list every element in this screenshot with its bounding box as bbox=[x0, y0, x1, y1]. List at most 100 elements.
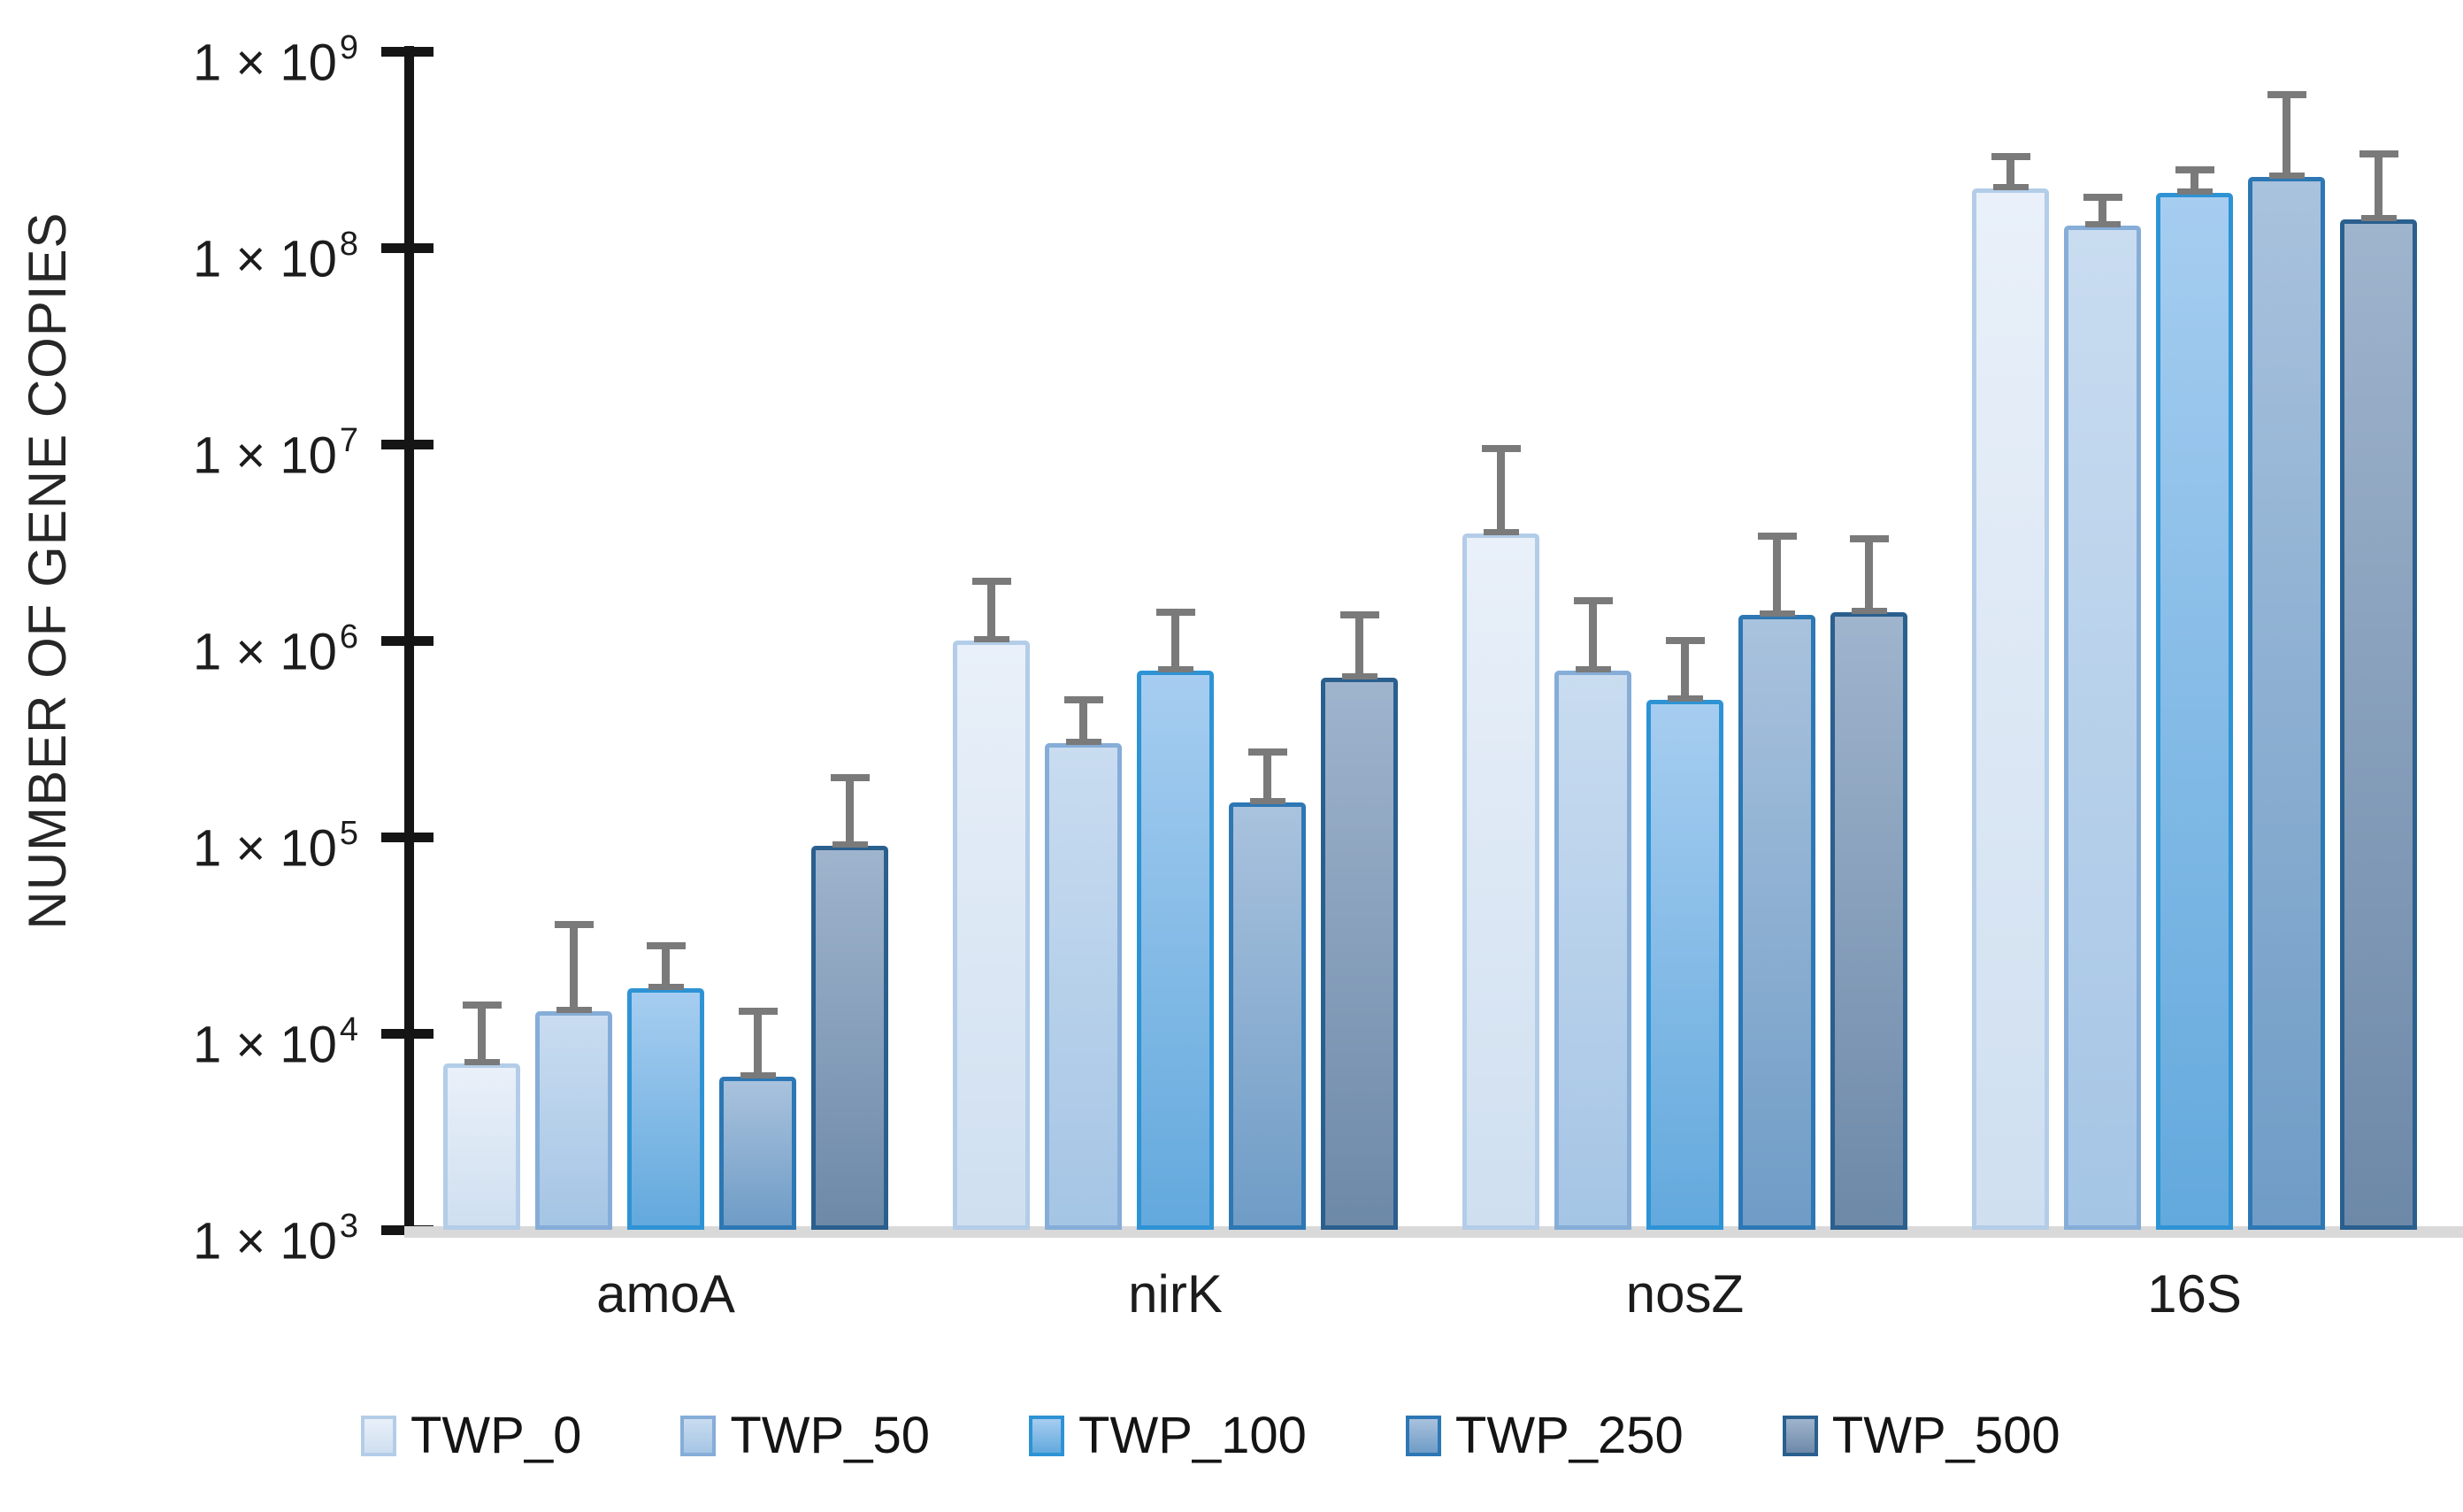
legend-swatch-icon bbox=[1782, 1416, 1818, 1456]
legend-item-twp_500: TWP_500 bbox=[1782, 1407, 2060, 1465]
error-bar-foot bbox=[2176, 188, 2213, 195]
error-bar-foot bbox=[464, 1059, 500, 1065]
error-bar-foot bbox=[1341, 673, 1377, 679]
legend-swatch-icon bbox=[680, 1416, 717, 1456]
legend-label: TWP_500 bbox=[1831, 1407, 2060, 1464]
y-axis-tick bbox=[381, 440, 434, 449]
bar-twp_50-amoa bbox=[535, 1011, 612, 1230]
bar-twp_250-16s bbox=[2248, 177, 2325, 1230]
error-bar-stem bbox=[1355, 615, 1363, 675]
legend-item-twp_250: TWP_250 bbox=[1405, 1407, 1684, 1465]
y-axis-tick bbox=[381, 243, 434, 253]
legend: TWP_0 TWP_50 TWP_100 TWP_250 TWP_500 bbox=[361, 1407, 2060, 1465]
error-bar-cap bbox=[1665, 637, 1705, 644]
error-bar-cap bbox=[830, 774, 870, 781]
error-bar-foot bbox=[973, 636, 1009, 642]
bar-twp_100-amoa bbox=[627, 988, 704, 1230]
error-bar-foot bbox=[1157, 666, 1193, 672]
bar-twp_0-amoa bbox=[443, 1063, 520, 1230]
error-bar-stem bbox=[846, 778, 854, 843]
legend-item-twp_50: TWP_50 bbox=[680, 1407, 930, 1465]
y-tick-label: 1 × 109 bbox=[192, 29, 358, 92]
bar-twp_0-nosz bbox=[1462, 533, 1539, 1230]
error-bar-stem bbox=[2375, 154, 2382, 217]
legend-label: TWP_100 bbox=[1078, 1407, 1307, 1464]
error-bar-cap bbox=[1063, 696, 1103, 703]
bar-twp_50-nirk bbox=[1045, 743, 1122, 1230]
bar-twp_500-nosz bbox=[1830, 612, 1907, 1230]
error-bar-stem bbox=[570, 925, 578, 1009]
error-bar-foot bbox=[1992, 184, 2029, 190]
error-bar-stem bbox=[1263, 752, 1271, 800]
bar-twp_0-16s bbox=[1972, 188, 2049, 1230]
y-axis-tick bbox=[381, 47, 434, 57]
legend-item-twp_0: TWP_0 bbox=[361, 1407, 581, 1465]
error-bar-stem bbox=[2191, 170, 2198, 190]
error-bar-cap bbox=[2267, 91, 2306, 98]
y-axis-tick bbox=[381, 636, 434, 646]
error-bar-cap bbox=[462, 1002, 502, 1009]
error-bar-cap bbox=[646, 942, 686, 949]
x-category-label: nirK bbox=[1128, 1264, 1223, 1324]
error-bar-stem bbox=[2099, 197, 2106, 223]
error-bar-foot bbox=[1759, 610, 1795, 617]
bar-twp_500-nirk bbox=[1321, 678, 1398, 1230]
error-bar-cap bbox=[1573, 597, 1613, 604]
legend-label: TWP_50 bbox=[730, 1407, 931, 1464]
error-bar-stem bbox=[1773, 536, 1781, 612]
error-bar-foot bbox=[1065, 739, 1101, 745]
legend-label: TWP_250 bbox=[1454, 1407, 1684, 1464]
error-bar-cap bbox=[1247, 748, 1287, 756]
bar-twp_250-amoa bbox=[719, 1077, 796, 1230]
error-bar-cap bbox=[1757, 533, 1797, 540]
error-bar-cap bbox=[1481, 445, 1521, 452]
bar-twp_100-nosz bbox=[1646, 700, 1723, 1230]
bar-twp_50-16s bbox=[2064, 226, 2141, 1230]
y-tick-label: 1 × 103 bbox=[192, 1208, 358, 1270]
x-category-label: 16S bbox=[2147, 1264, 2242, 1324]
error-bar-cap bbox=[1155, 609, 1195, 616]
error-bar-cap bbox=[738, 1008, 778, 1015]
error-bar-cap bbox=[1339, 611, 1379, 618]
error-bar-cap bbox=[1849, 535, 1889, 542]
error-bar-cap bbox=[971, 578, 1011, 585]
bar-twp_100-nirk bbox=[1137, 671, 1214, 1230]
error-bar-foot bbox=[1249, 798, 1285, 804]
y-tick-label: 1 × 105 bbox=[192, 815, 358, 878]
bar-twp_500-16s bbox=[2340, 219, 2417, 1230]
error-bar-stem bbox=[2006, 157, 2014, 186]
bar-twp_500-amoa bbox=[811, 846, 888, 1230]
error-bar-foot bbox=[2360, 215, 2397, 221]
error-bar-foot bbox=[2268, 173, 2305, 179]
error-bar-foot bbox=[1851, 608, 1887, 614]
error-bar-foot bbox=[1575, 666, 1611, 672]
x-category-label: amoA bbox=[596, 1264, 735, 1324]
error-bar-foot bbox=[740, 1072, 776, 1078]
error-bar-stem bbox=[754, 1011, 762, 1074]
legend-swatch-icon bbox=[1405, 1416, 1441, 1456]
bar-twp_250-nirk bbox=[1229, 802, 1306, 1230]
error-bar-foot bbox=[1667, 695, 1703, 702]
bar-twp_0-nirk bbox=[953, 641, 1030, 1230]
error-bar-stem bbox=[1171, 612, 1179, 668]
error-bar-cap bbox=[554, 921, 594, 928]
error-bar-stem bbox=[1589, 601, 1597, 668]
error-bar-cap bbox=[2175, 166, 2214, 173]
error-bar-foot bbox=[2084, 221, 2121, 227]
x-axis-line bbox=[404, 1226, 2463, 1238]
legend-swatch-icon bbox=[1029, 1416, 1065, 1456]
y-axis-tick bbox=[381, 1029, 434, 1039]
error-bar-foot bbox=[832, 841, 868, 848]
error-bar-foot bbox=[648, 984, 684, 990]
error-bar-cap bbox=[1991, 153, 2030, 160]
x-category-label: nosZ bbox=[1625, 1264, 1745, 1324]
legend-swatch-icon bbox=[361, 1416, 396, 1456]
bar-twp_100-16s bbox=[2156, 193, 2233, 1230]
error-bar-cap bbox=[2083, 194, 2122, 201]
bar-twp_50-nosz bbox=[1554, 671, 1631, 1230]
error-bar-stem bbox=[478, 1005, 486, 1061]
y-tick-label: 1 × 107 bbox=[192, 422, 358, 485]
y-tick-label: 1 × 104 bbox=[192, 1011, 358, 1074]
error-bar-stem bbox=[1865, 539, 1873, 610]
